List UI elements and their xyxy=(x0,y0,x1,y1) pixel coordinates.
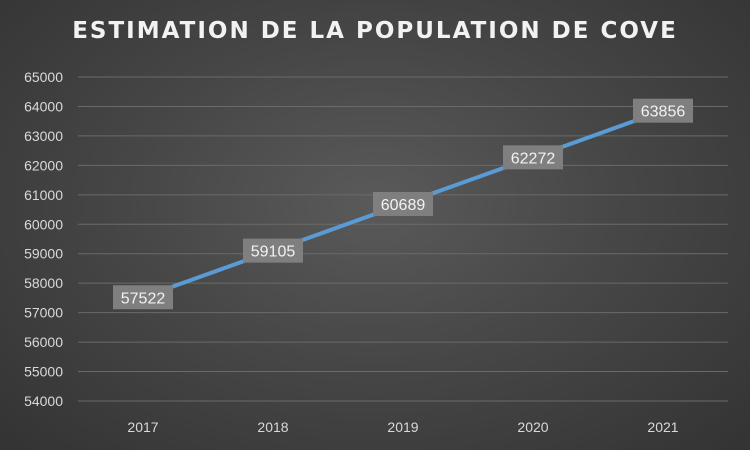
data-label: 60689 xyxy=(381,197,426,214)
x-tick-label: 2020 xyxy=(517,419,548,435)
data-label-box xyxy=(633,98,693,123)
x-axis-ticks: 2017 2018 2019 2020 2021 xyxy=(127,419,678,435)
y-tick-label: 55000 xyxy=(24,364,63,380)
y-tick-label: 60000 xyxy=(24,216,63,232)
x-tick-label: 2019 xyxy=(387,419,418,435)
y-tick-label: 64000 xyxy=(24,98,63,114)
y-tick-label: 61000 xyxy=(24,187,63,203)
y-tick-label: 57000 xyxy=(24,305,63,321)
y-axis-ticks: 54000 55000 56000 57000 58000 59000 60000 61000… xyxy=(24,69,63,409)
x-tick-label: 2018 xyxy=(257,419,288,435)
y-tick-label: 63000 xyxy=(24,128,63,144)
y-tick-label: 65000 xyxy=(24,69,63,85)
y-tick-label: 56000 xyxy=(24,334,63,350)
grid-layer xyxy=(78,76,728,402)
y-tick-label: 59000 xyxy=(24,246,63,262)
data-label: 59105 xyxy=(251,244,296,261)
data-label-box xyxy=(113,285,173,310)
data-label: 57522 xyxy=(121,290,166,307)
y-tick-label: 62000 xyxy=(24,157,63,173)
x-tick-label: 2021 xyxy=(647,419,678,435)
data-label-box xyxy=(373,191,433,216)
y-tick-label: 58000 xyxy=(24,275,63,291)
data-label: 63856 xyxy=(641,104,686,121)
y-tick-label: 54000 xyxy=(24,393,63,409)
data-labels: 57522 59105 60689 62272 63856 xyxy=(113,98,693,310)
data-label-box xyxy=(243,238,303,263)
chart-title: ESTIMATION DE LA POPULATION DE COVE xyxy=(72,18,678,44)
x-tick-label: 2017 xyxy=(127,419,158,435)
data-label-box xyxy=(503,145,563,170)
data-label: 62272 xyxy=(511,150,556,167)
